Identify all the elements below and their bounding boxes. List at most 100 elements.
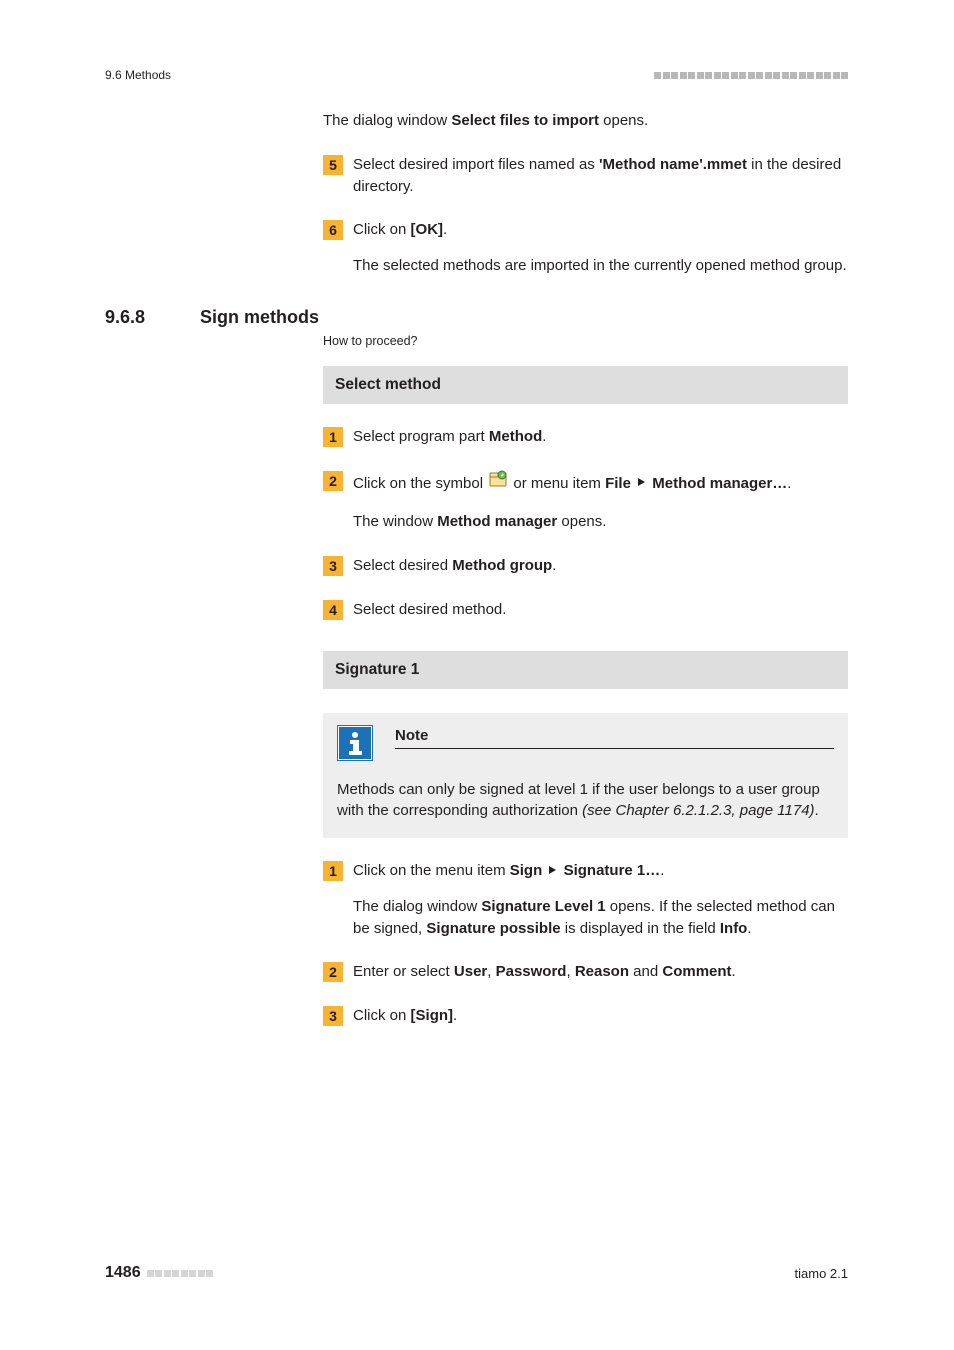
text-bold: Signature possible — [426, 920, 560, 937]
text-bold: Select files to import — [451, 112, 599, 129]
header-breadcrumb: 9.6 Methods — [105, 68, 171, 82]
text: The dialog window — [353, 898, 481, 915]
page-number: 1486 — [105, 1264, 141, 1282]
text: Select desired import files named as — [353, 156, 599, 173]
note-box: Note Methods can only be signed at level… — [323, 713, 848, 839]
step-text: Select desired method. — [353, 599, 848, 621]
select-step-2-result: The window Method manager opens. — [353, 511, 848, 533]
menu-arrow-icon — [638, 478, 645, 486]
text: Select desired — [353, 557, 452, 574]
text-bold: Reason — [575, 963, 629, 980]
text: . — [453, 1007, 457, 1024]
page-header: 9.6 Methods — [105, 68, 848, 82]
step-number: 2 — [323, 471, 343, 491]
sig-step-3: 3 Click on [Sign]. — [323, 1005, 848, 1027]
info-icon — [337, 725, 373, 761]
text: Click on — [353, 1007, 411, 1024]
step-text: Enter or select User, Password, Reason a… — [353, 961, 848, 983]
step-number: 3 — [323, 556, 343, 576]
select-step-2: 2 Click on the symbol or menu item File … — [323, 470, 848, 498]
text-bold: Info — [720, 920, 748, 937]
select-step-1: 1 Select program part Method. — [323, 426, 848, 448]
text: . — [747, 920, 751, 937]
how-to-proceed: How to proceed? — [323, 334, 848, 348]
text: . — [787, 474, 791, 491]
note-label-wrap: Note — [395, 725, 834, 749]
note-header: Note — [337, 713, 834, 761]
text: . — [815, 802, 819, 819]
intro-paragraph: The dialog window Select files to import… — [323, 110, 848, 132]
text: and — [629, 963, 662, 980]
text: Enter or select — [353, 963, 454, 980]
text-bold: Sign — [510, 862, 543, 879]
step-text: Click on the menu item Sign Signature 1…… — [353, 860, 848, 882]
step-number: 1 — [323, 861, 343, 881]
text: Click on — [353, 221, 411, 238]
text: is displayed in the field — [561, 920, 720, 937]
text: The dialog window — [323, 112, 451, 129]
method-manager-icon — [489, 470, 507, 495]
block-title-select-method: Select method — [323, 366, 848, 404]
text: Select program part — [353, 428, 489, 445]
note-body: Methods can only be signed at level 1 if… — [337, 779, 834, 823]
step-5: 5 Select desired import files named as '… — [323, 154, 848, 198]
text: . — [443, 221, 447, 238]
step-6: 6 Click on [OK]. — [323, 219, 848, 241]
footer-product: tiamo 2.1 — [795, 1266, 848, 1281]
text: . — [542, 428, 546, 445]
text-bold: Method manager… — [652, 474, 787, 491]
section-title: Sign methods — [200, 307, 319, 328]
block-title-signature-1: Signature 1 — [323, 651, 848, 689]
section-heading: 9.6.8 Sign methods — [105, 307, 848, 328]
text-bold: File — [605, 474, 631, 491]
step-number: 5 — [323, 155, 343, 175]
sig-step-1: 1 Click on the menu item Sign Signature … — [323, 860, 848, 882]
text-bold: Signature 1… — [564, 862, 661, 879]
text: The window — [353, 513, 437, 530]
step-number: 3 — [323, 1006, 343, 1026]
page-content: The dialog window Select files to import… — [105, 110, 848, 1041]
page-footer: 1486 tiamo 2.1 — [105, 1264, 848, 1282]
step-number: 2 — [323, 962, 343, 982]
select-step-3: 3 Select desired Method group. — [323, 555, 848, 577]
step-number: 4 — [323, 600, 343, 620]
footer-page-number: 1486 — [105, 1264, 213, 1282]
header-decoration — [654, 72, 848, 79]
menu-arrow-icon — [549, 866, 556, 874]
text: opens. — [599, 112, 648, 129]
step-number: 1 — [323, 427, 343, 447]
sig-step-2: 2 Enter or select User, Password, Reason… — [323, 961, 848, 983]
text: Click on the menu item — [353, 862, 510, 879]
text-bold: Password — [496, 963, 567, 980]
step-text: Click on [OK]. — [353, 219, 848, 241]
footer-decoration — [147, 1270, 214, 1277]
text: . — [660, 862, 664, 879]
text: , — [566, 963, 574, 980]
text-bold: [Sign] — [411, 1007, 454, 1024]
text-italic: (see Chapter 6.2.1.2.3, page 1174) — [582, 802, 814, 819]
text: , — [487, 963, 495, 980]
select-step-4: 4 Select desired method. — [323, 599, 848, 621]
step-text: Select program part Method. — [353, 426, 848, 448]
step-text: Select desired Method group. — [353, 555, 848, 577]
text: or menu item — [509, 474, 605, 491]
section-number: 9.6.8 — [105, 307, 200, 328]
text: . — [732, 963, 736, 980]
step-text: Click on [Sign]. — [353, 1005, 848, 1027]
step-6-result: The selected methods are imported in the… — [353, 255, 848, 277]
text-bold: [OK] — [411, 221, 444, 238]
step-number: 6 — [323, 220, 343, 240]
text: . — [552, 557, 556, 574]
step-text: Click on the symbol or menu item File Me… — [353, 470, 848, 498]
select-method-block: Select method 1 Select program part Meth… — [323, 366, 848, 1027]
text-bold: Method manager — [437, 513, 557, 530]
text-bold: User — [454, 963, 487, 980]
text-bold: Method — [489, 428, 542, 445]
text-bold: Method group — [452, 557, 552, 574]
text: opens. — [557, 513, 606, 530]
text: Click on the symbol — [353, 474, 487, 491]
sig-step-1-result: The dialog window Signature Level 1 open… — [353, 896, 848, 940]
note-label: Note — [395, 727, 834, 749]
text-bold: Comment — [662, 963, 731, 980]
step-text: Select desired import files named as 'Me… — [353, 154, 848, 198]
